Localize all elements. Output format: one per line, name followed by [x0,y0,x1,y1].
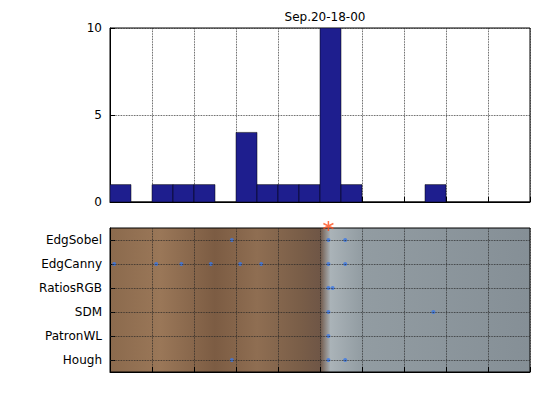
svg-text:10: 10 [87,21,102,35]
svg-text:Sep.20-18-00: Sep.20-18-00 [285,10,366,24]
svg-text:RatiosRGB: RatiosRGB [39,281,102,295]
svg-text:SDM: SDM [75,305,102,319]
svg-text:0: 0 [94,195,102,209]
svg-text:Hough: Hough [63,353,102,367]
svg-text:EdgCanny: EdgCanny [41,257,102,271]
svg-text:5: 5 [94,108,102,122]
svg-text:PatronWL: PatronWL [45,329,102,343]
svg-text:EdgSobel: EdgSobel [46,233,102,247]
